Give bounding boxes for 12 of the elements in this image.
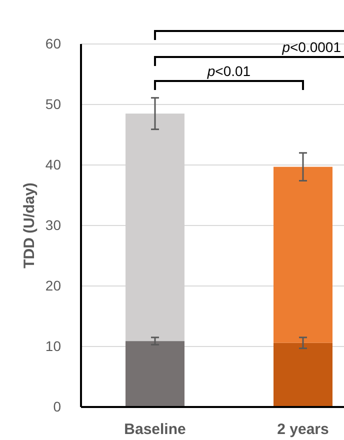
y-tick-label: 10 — [45, 338, 62, 354]
y-tick-label: 30 — [45, 216, 62, 233]
x-tick-label: 2 years — [277, 421, 329, 438]
y-axis-title: TDD (U/day) — [21, 182, 38, 268]
y-tick-label: 50 — [45, 96, 62, 112]
y-tick-label: 40 — [45, 156, 62, 172]
x-tick-label: Baseline — [124, 421, 186, 438]
annotation: p<0.0001 — [281, 39, 342, 55]
annotation: p<0.01 — [206, 63, 251, 79]
y-tick-label: 0 — [53, 398, 62, 414]
y-tick-label: 60 — [45, 35, 62, 52]
y-tick-label: 20 — [45, 277, 62, 294]
